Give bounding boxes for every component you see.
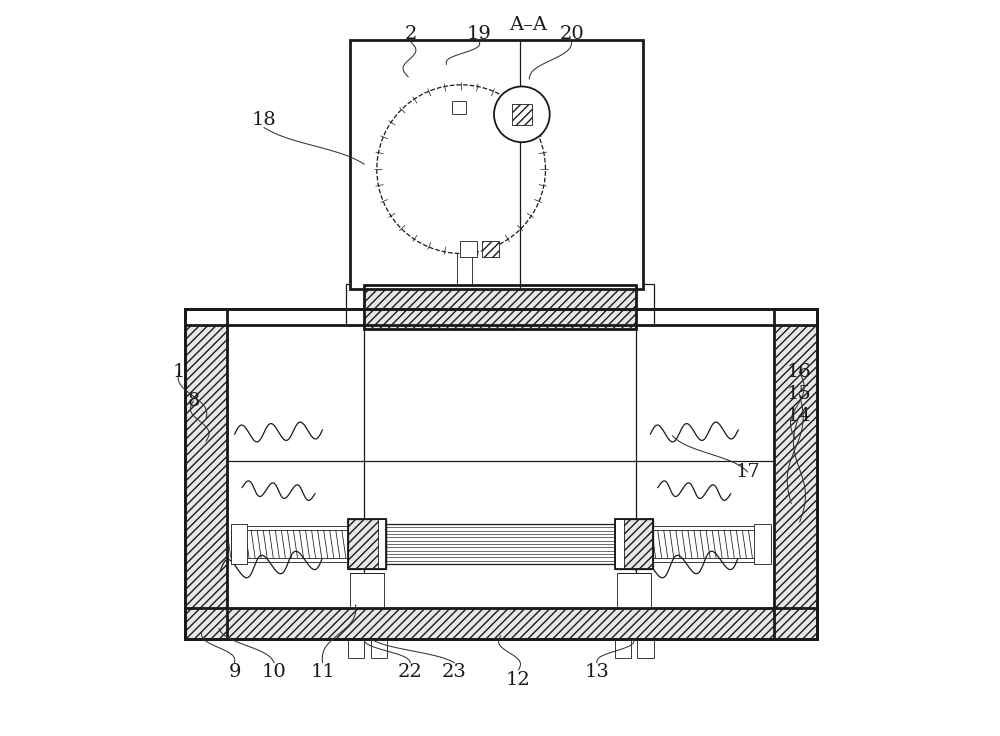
Bar [615, 640, 631, 658]
Text: 16: 16 [787, 363, 812, 381]
Text: 19: 19 [467, 25, 492, 43]
Bar [350, 573, 384, 609]
Bar [637, 640, 654, 658]
Bar [185, 609, 817, 640]
Bar [615, 519, 653, 569]
Bar [231, 524, 247, 564]
Bar [754, 524, 771, 564]
Circle shape [494, 86, 550, 142]
Bar [386, 524, 615, 564]
Bar [185, 309, 817, 325]
Bar [227, 325, 774, 609]
Bar [350, 40, 643, 289]
Text: 13: 13 [584, 663, 609, 682]
Text: 2: 2 [404, 25, 417, 43]
Bar [650, 530, 771, 558]
Bar [617, 573, 651, 609]
Bar [185, 309, 227, 640]
Bar [348, 640, 364, 658]
Text: 23: 23 [442, 663, 467, 682]
Bar [774, 309, 817, 640]
Bar [185, 309, 817, 325]
Text: A–A: A–A [509, 16, 547, 34]
Text: 20: 20 [559, 25, 584, 43]
Text: 17: 17 [735, 463, 760, 481]
Text: 15: 15 [787, 385, 812, 403]
Bar [371, 640, 387, 658]
Text: 14: 14 [787, 407, 812, 425]
Bar [185, 309, 817, 640]
Bar [346, 283, 364, 325]
Bar [348, 519, 386, 569]
Bar [460, 241, 477, 257]
Bar [378, 520, 386, 568]
Bar [231, 530, 352, 558]
Bar [348, 519, 386, 569]
Text: 8: 8 [187, 392, 200, 410]
Bar [615, 520, 624, 568]
Bar [185, 309, 227, 640]
Text: 22: 22 [398, 663, 423, 682]
Text: 9: 9 [228, 663, 241, 682]
Bar [774, 309, 817, 640]
Bar [636, 283, 654, 325]
Bar [512, 104, 532, 124]
Bar [615, 519, 653, 569]
Text: 1: 1 [173, 363, 185, 381]
Bar [452, 101, 466, 114]
Text: 18: 18 [252, 111, 276, 130]
Bar [482, 241, 499, 257]
Bar [185, 609, 817, 640]
Bar [364, 285, 636, 329]
Bar [364, 285, 636, 329]
Text: 12: 12 [506, 670, 531, 689]
Text: 11: 11 [310, 663, 335, 682]
Text: 10: 10 [262, 663, 287, 682]
